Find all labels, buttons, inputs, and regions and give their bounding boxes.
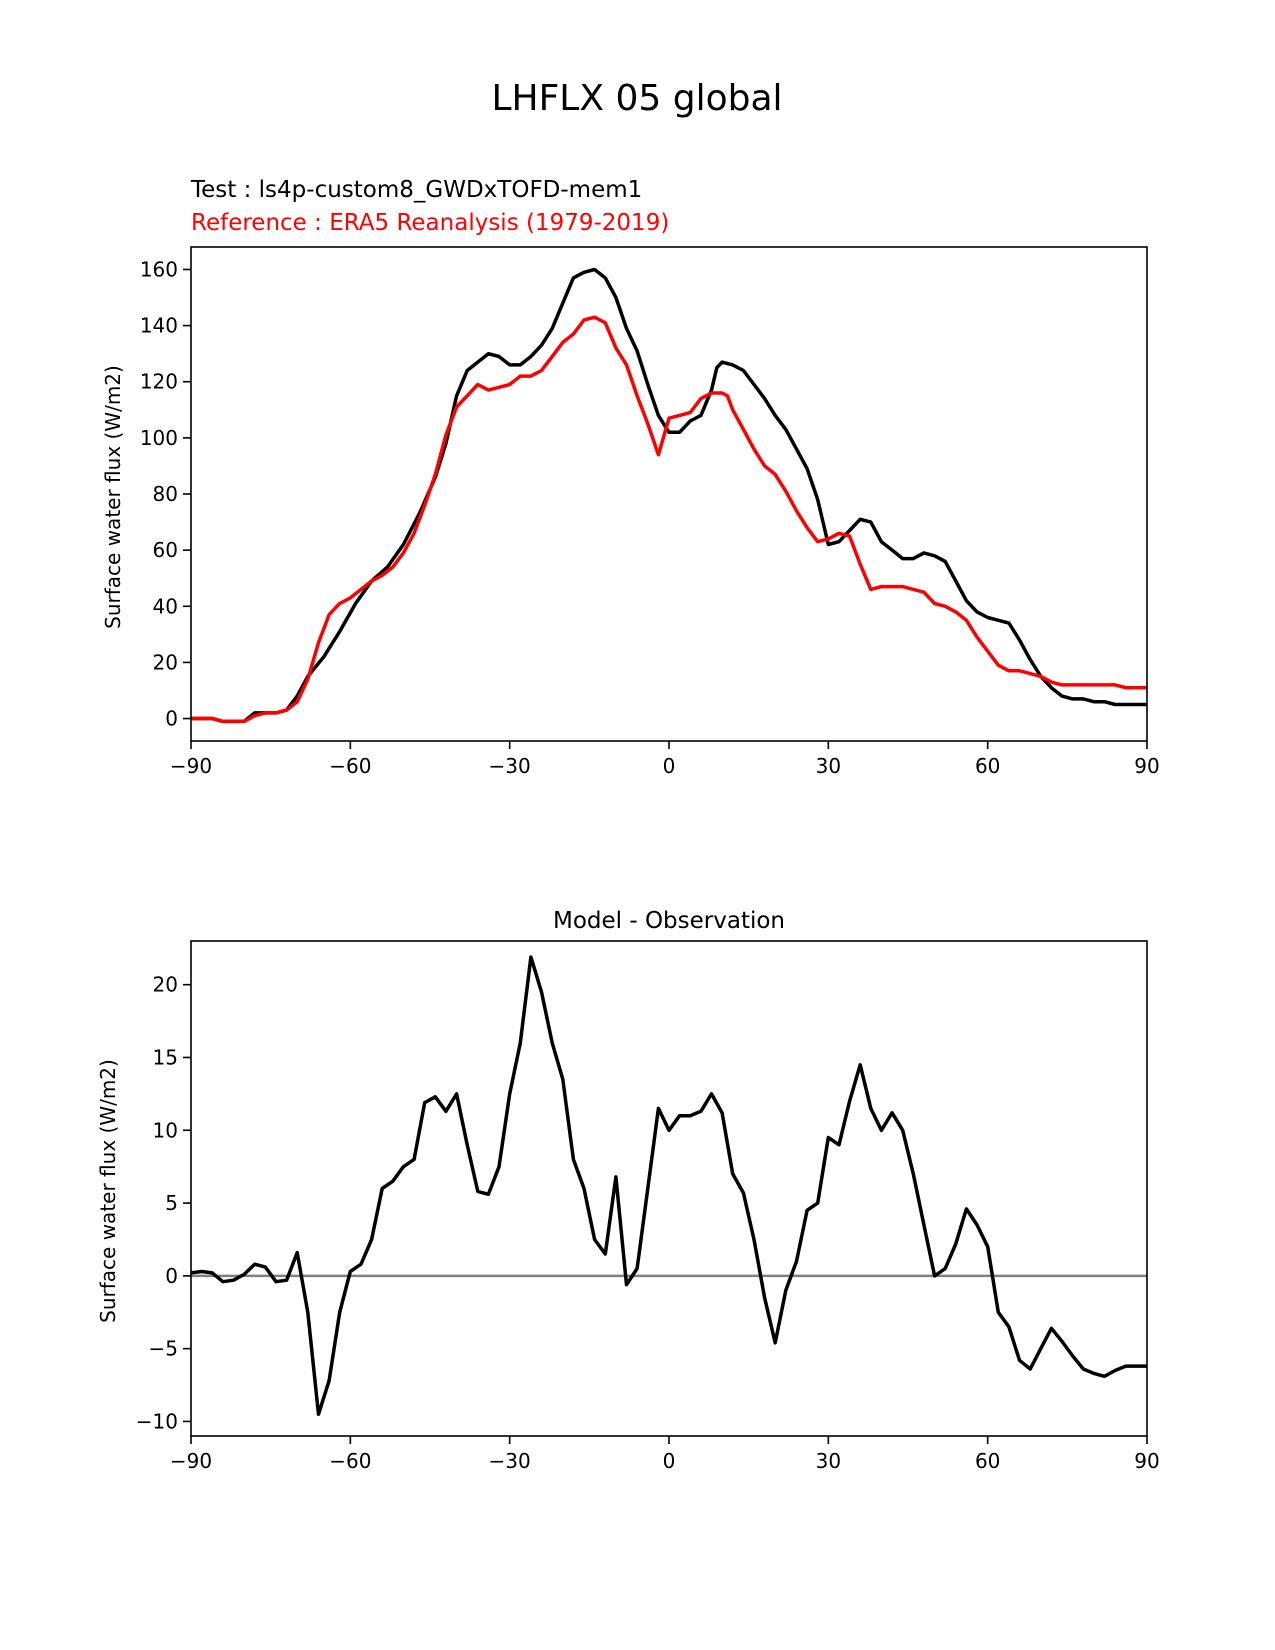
y-tick-label: 15 — [153, 1045, 178, 1069]
y-tick-label: 80 — [153, 482, 178, 506]
y-tick-label: 20 — [153, 650, 178, 674]
y-tick-label: 5 — [165, 1191, 178, 1215]
x-tick-label: −60 — [329, 754, 371, 778]
bottom-ylabel: Surface water flux (W/m2) — [96, 1059, 120, 1323]
x-tick-label: −30 — [489, 1449, 531, 1473]
x-tick-label: 90 — [1134, 754, 1159, 778]
top-ylabel: Surface water flux (W/m2) — [101, 365, 125, 629]
test-label: Test : ls4p-custom8_GWDxTOFD-mem1 — [190, 177, 642, 203]
bottom-plot: −90 −60 −30 0 30 60 90 −10 −5 0 5 10 15 20 — [136, 940, 1160, 1473]
y-tick-label: 60 — [153, 538, 178, 562]
y-tick-label: −5 — [149, 1337, 178, 1361]
series-line-reference — [191, 315, 1147, 724]
y-tick-label: 160 — [140, 257, 178, 281]
y-tick-label: 40 — [153, 594, 178, 618]
y-tick-label: 100 — [140, 426, 178, 450]
series-line-model-observation — [191, 955, 1147, 1416]
figure-title: LHFLX 05 global — [491, 78, 782, 119]
x-tick-label: 90 — [1134, 1449, 1159, 1473]
y-tick-label: 0 — [165, 1264, 178, 1288]
reference-label: Reference : ERA5 Reanalysis (1979-2019) — [191, 210, 669, 236]
y-tick-label: 10 — [153, 1118, 178, 1142]
y-tick-label: 140 — [140, 314, 178, 338]
x-tick-label: −90 — [170, 1449, 212, 1473]
y-tick-label: 20 — [153, 973, 178, 997]
x-tick-label: −30 — [489, 754, 531, 778]
x-tick-label: 30 — [816, 1449, 841, 1473]
x-tick-label: 30 — [816, 754, 841, 778]
x-tick-label: −60 — [329, 1449, 371, 1473]
y-tick-label: 0 — [165, 707, 178, 731]
x-tick-label: 60 — [975, 1449, 1000, 1473]
top-plot: −90 −60 −30 0 30 60 90 0 20 40 60 80 100 120 140 160 — [140, 246, 1160, 778]
bottom-title: Model - Observation — [553, 908, 785, 934]
y-tick-label: 120 — [140, 370, 178, 394]
y-tick-label: −10 — [136, 1409, 178, 1433]
x-tick-label: −90 — [170, 754, 212, 778]
x-tick-label: 0 — [663, 754, 676, 778]
x-tick-label: 60 — [975, 754, 1000, 778]
x-tick-label: 0 — [663, 1449, 676, 1473]
